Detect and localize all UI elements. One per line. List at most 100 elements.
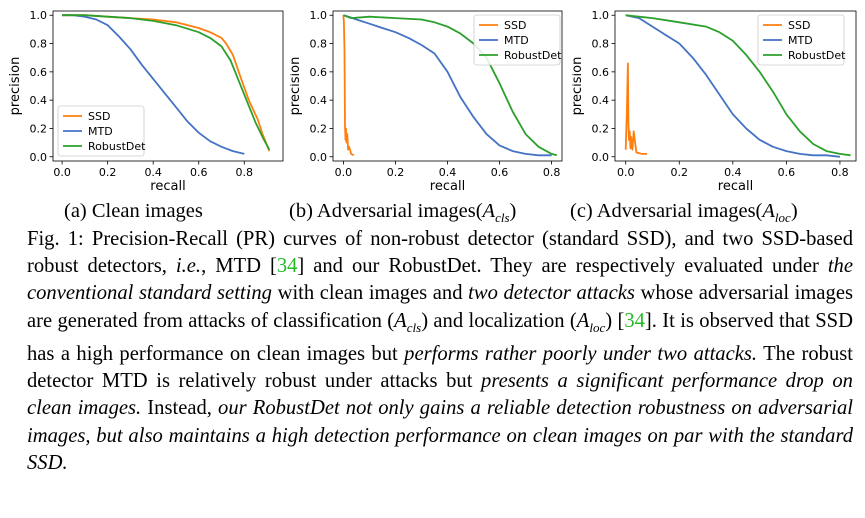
caption-math-acls: Acls bbox=[394, 309, 422, 335]
chart-adv-cls: 0.0 0.2 0.4 0.6 0.8 0.0 0.2 0.4 0.6 0.8 1.0 recall p… bbox=[290, 0, 572, 200]
chart2-y-tick-label: 0.4 bbox=[592, 94, 610, 107]
chart2-y-tick-label: 0.0 bbox=[592, 151, 610, 164]
chart1-legend-label-ssd: SSD bbox=[504, 19, 526, 32]
chart0-legend-label-robustdet: RobustDet bbox=[88, 140, 146, 153]
chart1-legend: SSD MTD RobustDet bbox=[473, 14, 562, 66]
chart1-y-tick-label: 0.2 bbox=[310, 122, 328, 135]
caption-ie: i.e. bbox=[175, 255, 202, 278]
chart0-y-tick-label: 0.8 bbox=[30, 38, 48, 51]
subcaption-b-math-sub: cls bbox=[495, 210, 510, 226]
caption-italic-4: presents a significant performance drop … bbox=[27, 370, 853, 420]
caption-math-acls-sub: cls bbox=[406, 319, 422, 335]
chart1-legend-box bbox=[473, 14, 561, 66]
chart0-y-tick-label: 1.0 bbox=[30, 9, 48, 22]
chart-clean-svg: 0.0 0.2 0.4 0.6 0.8 0.0 0.2 0.4 0.6 0.8 1.0 recall p… bbox=[8, 9, 284, 194]
caption-text-8: ]. It is observed that SSD has a high pe… bbox=[27, 309, 853, 365]
chart2-legend-label-ssd: SSD bbox=[788, 19, 810, 32]
subcaption-row: (a) Clean images (b) Adversarial images(… bbox=[0, 200, 865, 230]
chart2-legend: SSD MTD RobustDet bbox=[757, 14, 846, 66]
chart2-legend-label-mtd: MTD bbox=[788, 34, 813, 47]
chart0-x-tick-label: 0.0 bbox=[53, 166, 71, 179]
chart1-y-tick-label: 0.0 bbox=[310, 151, 328, 164]
chart0-series-line-mtd bbox=[62, 14, 245, 155]
caption-italic-3: performs rather poorly under two attacks… bbox=[404, 342, 758, 365]
chart0-x-tick-label: 0.6 bbox=[190, 166, 208, 179]
chart0-x-tick-label: 0.8 bbox=[236, 166, 254, 179]
chart0-y-tick-label: 0.2 bbox=[30, 122, 48, 135]
chart-adv-loc-svg: 0.0 0.2 0.4 0.6 0.8 0.0 0.2 0.4 0.6 0.8 1.0 recall p… bbox=[572, 9, 857, 194]
caption-math-aloc-sub: loc bbox=[589, 319, 606, 335]
chart0-x-tick-label: 0.2 bbox=[99, 166, 117, 179]
chart1-legend-label-robustdet: RobustDet bbox=[504, 49, 562, 62]
caption-text-2: , MTD [ bbox=[201, 255, 277, 278]
charts-row: 0.0 0.2 0.4 0.6 0.8 0.0 0.2 0.4 0.6 0.8 1.0 recall p… bbox=[0, 0, 865, 200]
caption-text-7: ) [ bbox=[605, 309, 625, 332]
chart-adv-cls-svg: 0.0 0.2 0.4 0.6 0.8 0.0 0.2 0.4 0.6 0.8 1.0 recall p… bbox=[290, 9, 563, 194]
caption-text-1: Fig. 1: Precision-Recall (PR) curves of … bbox=[27, 228, 853, 278]
subcaption-c-close: ) bbox=[790, 200, 798, 222]
chart1-y-tick-label: 0.8 bbox=[310, 38, 328, 51]
chart0-y-axis-label: precision bbox=[8, 57, 23, 116]
chart0-plot-frame bbox=[52, 10, 284, 162]
subcaption-b-math-main: A bbox=[482, 200, 496, 222]
subcaption-a: (a) Clean images bbox=[64, 200, 203, 223]
caption-text-3: ] and our RobustDet. They are respective… bbox=[297, 255, 828, 278]
subcaption-c-math-main: A bbox=[762, 200, 775, 222]
chart2-series-line-mtd bbox=[625, 14, 841, 158]
chart1-series-line-ssd bbox=[342, 15, 355, 157]
caption-text-6: ) and localization ( bbox=[421, 309, 577, 332]
chart1-x-tick-label: 0.4 bbox=[439, 166, 457, 179]
caption-math-aloc-main: A bbox=[576, 309, 590, 332]
chart2-x-tick-label: 0.6 bbox=[778, 166, 796, 179]
chart1-y-axis-label: precision bbox=[290, 57, 303, 116]
chart0-legend-label-ssd: SSD bbox=[88, 110, 110, 123]
chart2-legend-box bbox=[757, 14, 845, 66]
subcaption-b-label: (b) Adversarial images( bbox=[289, 200, 483, 222]
subcaption-b-math: Acls bbox=[482, 200, 510, 226]
figure-caption: Fig. 1: Precision-Recall (PR) curves of … bbox=[27, 226, 853, 477]
subcaption-c-math: Aloc bbox=[762, 200, 791, 226]
chart0-legend: SSD MTD RobustDet bbox=[57, 105, 146, 157]
chart1-series-line-robustdet bbox=[343, 14, 558, 157]
chart2-plot-frame bbox=[614, 10, 857, 162]
chart2-y-tick-label: 1.0 bbox=[592, 9, 610, 22]
subcaption-b-close: ) bbox=[509, 200, 517, 222]
chart1-x-tick-label: 0.6 bbox=[491, 166, 509, 179]
caption-text-10: Instead, bbox=[141, 397, 219, 420]
chart2-legend-label-robustdet: RobustDet bbox=[788, 49, 846, 62]
chart2-x-axis-label: recall bbox=[718, 179, 753, 194]
chart1-x-tick-label: 0.8 bbox=[543, 166, 561, 179]
chart0-y-tick-label: 0.4 bbox=[30, 94, 48, 107]
chart0-x-axis-label: recall bbox=[150, 179, 185, 194]
caption-math-acls-main: A bbox=[394, 309, 407, 332]
chart0-series-line-robustdet bbox=[62, 14, 271, 151]
subcaption-a-label: (a) Clean images bbox=[64, 200, 203, 222]
caption-text-5: whose adversarial images are generated f… bbox=[27, 282, 853, 332]
chart1-y-tick-label: 1.0 bbox=[310, 9, 328, 22]
caption-italic-2: two detector attacks bbox=[468, 282, 635, 305]
chart2-y-axis-label: precision bbox=[572, 57, 585, 116]
subcaption-c-math-sub: loc bbox=[774, 210, 791, 226]
chart1-y-tick-label: 0.4 bbox=[310, 94, 328, 107]
chart-clean: 0.0 0.2 0.4 0.6 0.8 0.0 0.2 0.4 0.6 0.8 1.0 recall p… bbox=[0, 0, 290, 200]
caption-math-aloc: Aloc bbox=[576, 309, 606, 335]
subcaption-c-label: (c) Adversarial images( bbox=[570, 200, 763, 222]
chart0-y-tick-label: 0.0 bbox=[30, 151, 48, 164]
chart2-y-tick-label: 0.8 bbox=[592, 38, 610, 51]
chart0-legend-box bbox=[57, 105, 145, 157]
chart0-legend-label-mtd: MTD bbox=[88, 125, 113, 138]
chart0-x-tick-label: 0.4 bbox=[144, 166, 162, 179]
chart2-series-line-ssd bbox=[624, 62, 648, 155]
chart2-x-tick-label: 0.8 bbox=[831, 166, 849, 179]
chart1-series-line-mtd bbox=[343, 14, 552, 157]
caption-italic-1: the conventional standard setting bbox=[27, 255, 853, 305]
subcaption-c: (c) Adversarial images(Aloc) bbox=[570, 200, 798, 226]
chart-adv-loc: 0.0 0.2 0.4 0.6 0.8 0.0 0.2 0.4 0.6 0.8 1.0 recall p… bbox=[572, 0, 865, 200]
chart1-x-tick-label: 0.2 bbox=[387, 166, 405, 179]
chart1-x-tick-label: 0.0 bbox=[335, 166, 353, 179]
subcaption-b: (b) Adversarial images(Acls) bbox=[289, 200, 516, 226]
citation-link-34-second[interactable]: 34 bbox=[624, 309, 645, 332]
chart0-y-tick-label: 0.6 bbox=[30, 66, 48, 79]
citation-link-34[interactable]: 34 bbox=[276, 255, 298, 278]
chart2-x-tick-label: 0.2 bbox=[671, 166, 689, 179]
